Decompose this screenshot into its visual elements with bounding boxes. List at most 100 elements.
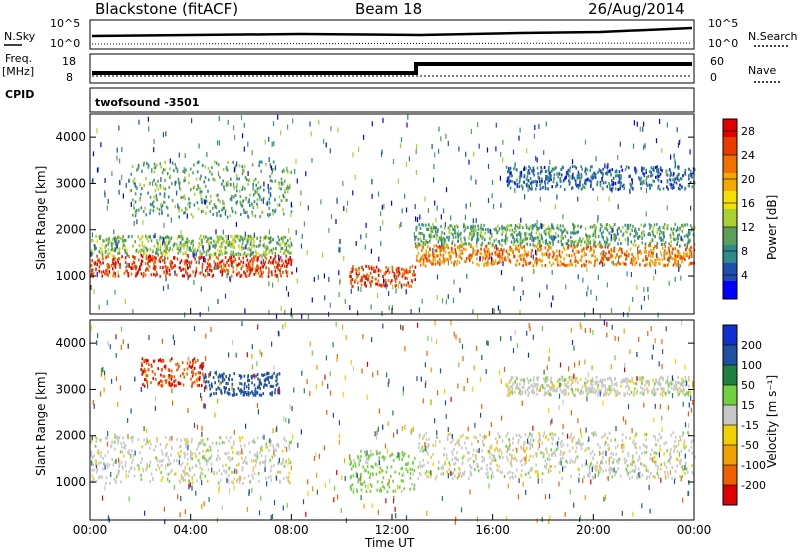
power-cell	[602, 258, 605, 261]
power-cell	[159, 246, 162, 249]
velocity-cell	[143, 367, 146, 371]
power-cell	[629, 232, 632, 236]
velocity-cell	[285, 459, 287, 463]
power-cell	[620, 229, 622, 233]
velocity-cell	[247, 386, 250, 390]
power-cell	[516, 238, 518, 241]
power-cell	[522, 260, 525, 263]
power-cell	[614, 256, 617, 260]
power-cell	[480, 247, 482, 251]
power-cell	[93, 261, 95, 265]
velocity-cell	[402, 472, 405, 476]
power-cell	[551, 185, 553, 189]
power-cell	[118, 247, 121, 251]
velocity-cell	[148, 363, 150, 366]
velocity-cell	[183, 368, 186, 372]
power-cell	[246, 269, 248, 273]
power-noise-cell	[536, 219, 538, 225]
velocity-cell	[531, 433, 533, 436]
power-cell	[90, 272, 93, 276]
power-cell	[672, 247, 674, 251]
power-noise-cell	[126, 262, 128, 268]
power-cell	[255, 271, 257, 275]
velocity-cell	[208, 384, 211, 388]
power-cell	[620, 248, 623, 251]
power-cell	[267, 246, 269, 250]
power-cell	[642, 258, 644, 262]
velocity-cell	[219, 457, 221, 461]
power-cell	[594, 235, 597, 239]
power-noise-cell	[619, 141, 621, 147]
velocity-cell	[271, 374, 274, 378]
power-cell	[151, 258, 154, 262]
power-cell	[124, 245, 127, 249]
velocity-cell	[252, 469, 255, 473]
power-noise-cell	[162, 240, 164, 246]
power-cell	[164, 187, 167, 191]
power-cell	[264, 260, 267, 264]
power-cell	[164, 265, 167, 269]
velocity-cell	[360, 449, 362, 453]
power-cell	[686, 223, 689, 227]
power-cell	[593, 175, 596, 179]
power-cell	[243, 237, 246, 241]
power-cell	[271, 260, 274, 264]
power-cell	[358, 272, 360, 276]
power-cell	[159, 186, 162, 190]
velocity-cell	[199, 441, 201, 445]
power-cell	[361, 279, 363, 283]
power-cell	[673, 186, 675, 189]
velocity-cell	[218, 379, 220, 383]
power-cell	[622, 233, 624, 237]
power-noise-cell	[104, 192, 106, 198]
velocity-cell	[204, 443, 206, 447]
power-noise-cell	[114, 289, 116, 295]
velocity-cell	[152, 370, 154, 374]
power-cell	[609, 255, 612, 259]
power-noise-cell	[295, 158, 297, 164]
power-cell	[153, 265, 156, 269]
power-noise-cell	[628, 306, 630, 312]
power-cell	[169, 246, 171, 250]
velocity-cell	[237, 386, 240, 390]
power-cell	[171, 182, 173, 186]
power-noise-cell	[263, 181, 265, 187]
power-cell	[645, 171, 647, 174]
power-cell	[529, 177, 532, 180]
power-cell	[495, 226, 497, 230]
power-cell	[227, 161, 229, 164]
power-cell	[537, 248, 540, 252]
power-noise-cell	[513, 286, 515, 292]
power-cell	[431, 235, 433, 239]
power-cell	[580, 165, 582, 169]
power-noise-cell	[378, 256, 380, 262]
power-noise-cell	[287, 269, 289, 275]
power-cell	[371, 276, 374, 279]
power-noise-cell	[660, 236, 662, 242]
power-cell	[574, 259, 576, 263]
power-cell	[654, 235, 656, 239]
power-noise-cell	[518, 135, 520, 141]
power-cell	[599, 240, 601, 244]
velocity-cell	[398, 455, 400, 459]
power-cell	[111, 253, 113, 257]
power-noise-cell	[290, 201, 292, 207]
power-cell	[537, 241, 540, 245]
power-noise-cell	[96, 128, 98, 134]
power-cell	[114, 257, 116, 261]
power-cell	[452, 236, 455, 240]
velocity-cell	[216, 457, 218, 460]
velocity-cell	[532, 455, 534, 458]
power-cell	[375, 265, 378, 269]
power-noise-cell	[502, 157, 504, 163]
power-cell	[574, 264, 577, 268]
velocity-cell	[199, 462, 201, 465]
velocity-cell	[123, 441, 125, 445]
velocity-cell	[243, 444, 246, 448]
power-noise-cell	[136, 219, 138, 225]
power-cell	[508, 179, 510, 182]
velocity-cell	[247, 375, 249, 379]
velocity-cell	[223, 372, 225, 376]
velocity-cell	[381, 456, 383, 460]
power-cell	[686, 252, 689, 256]
